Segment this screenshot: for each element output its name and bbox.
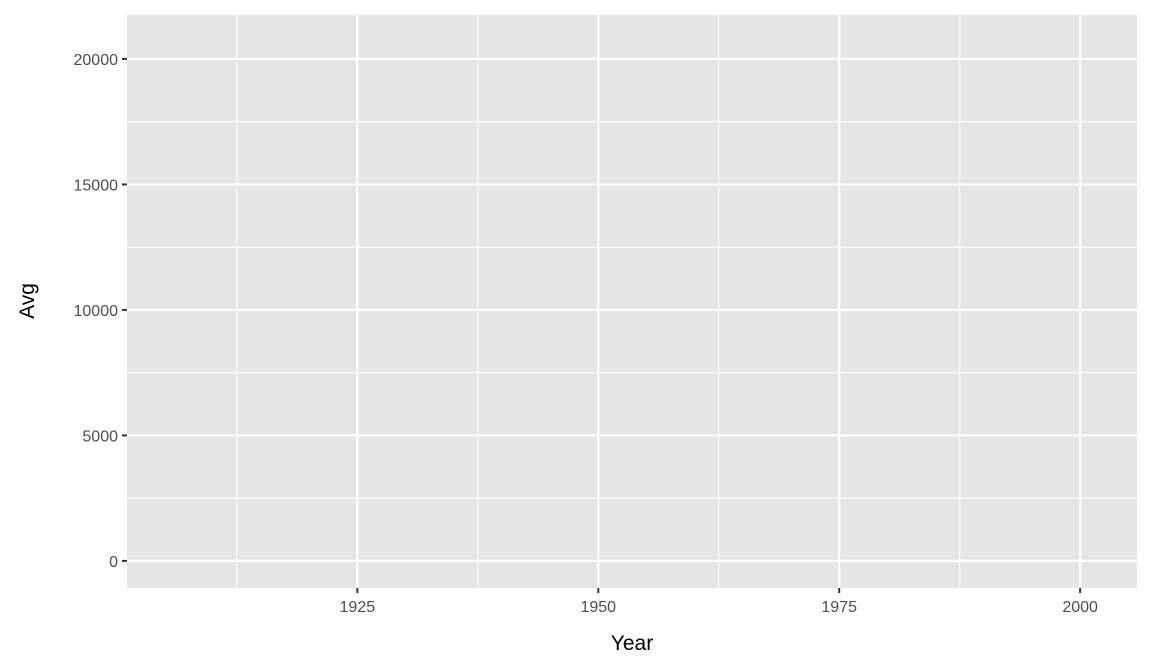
y-tick-label: 5000: [82, 428, 118, 445]
x-tick-label: 1950: [580, 599, 616, 616]
x-axis: 1925 1950 1975 2000: [340, 588, 1098, 616]
minor-gridlines: [127, 15, 1137, 588]
y-tick-label: 20000: [74, 52, 119, 69]
y-axis-title: Avg: [16, 283, 39, 319]
x-tick-label: 1975: [821, 599, 857, 616]
y-tick-label: 15000: [74, 177, 119, 194]
major-gridlines: [127, 15, 1137, 588]
y-axis: 0 5000 10000 15000 20000: [74, 52, 127, 571]
x-tick-label: 2000: [1062, 599, 1098, 616]
y-tick-label: 0: [109, 554, 118, 571]
plot-panel: [127, 15, 1137, 588]
y-tick-label: 10000: [74, 303, 119, 320]
x-axis-title: Year: [611, 632, 653, 655]
x-tick-label: 1925: [340, 599, 376, 616]
